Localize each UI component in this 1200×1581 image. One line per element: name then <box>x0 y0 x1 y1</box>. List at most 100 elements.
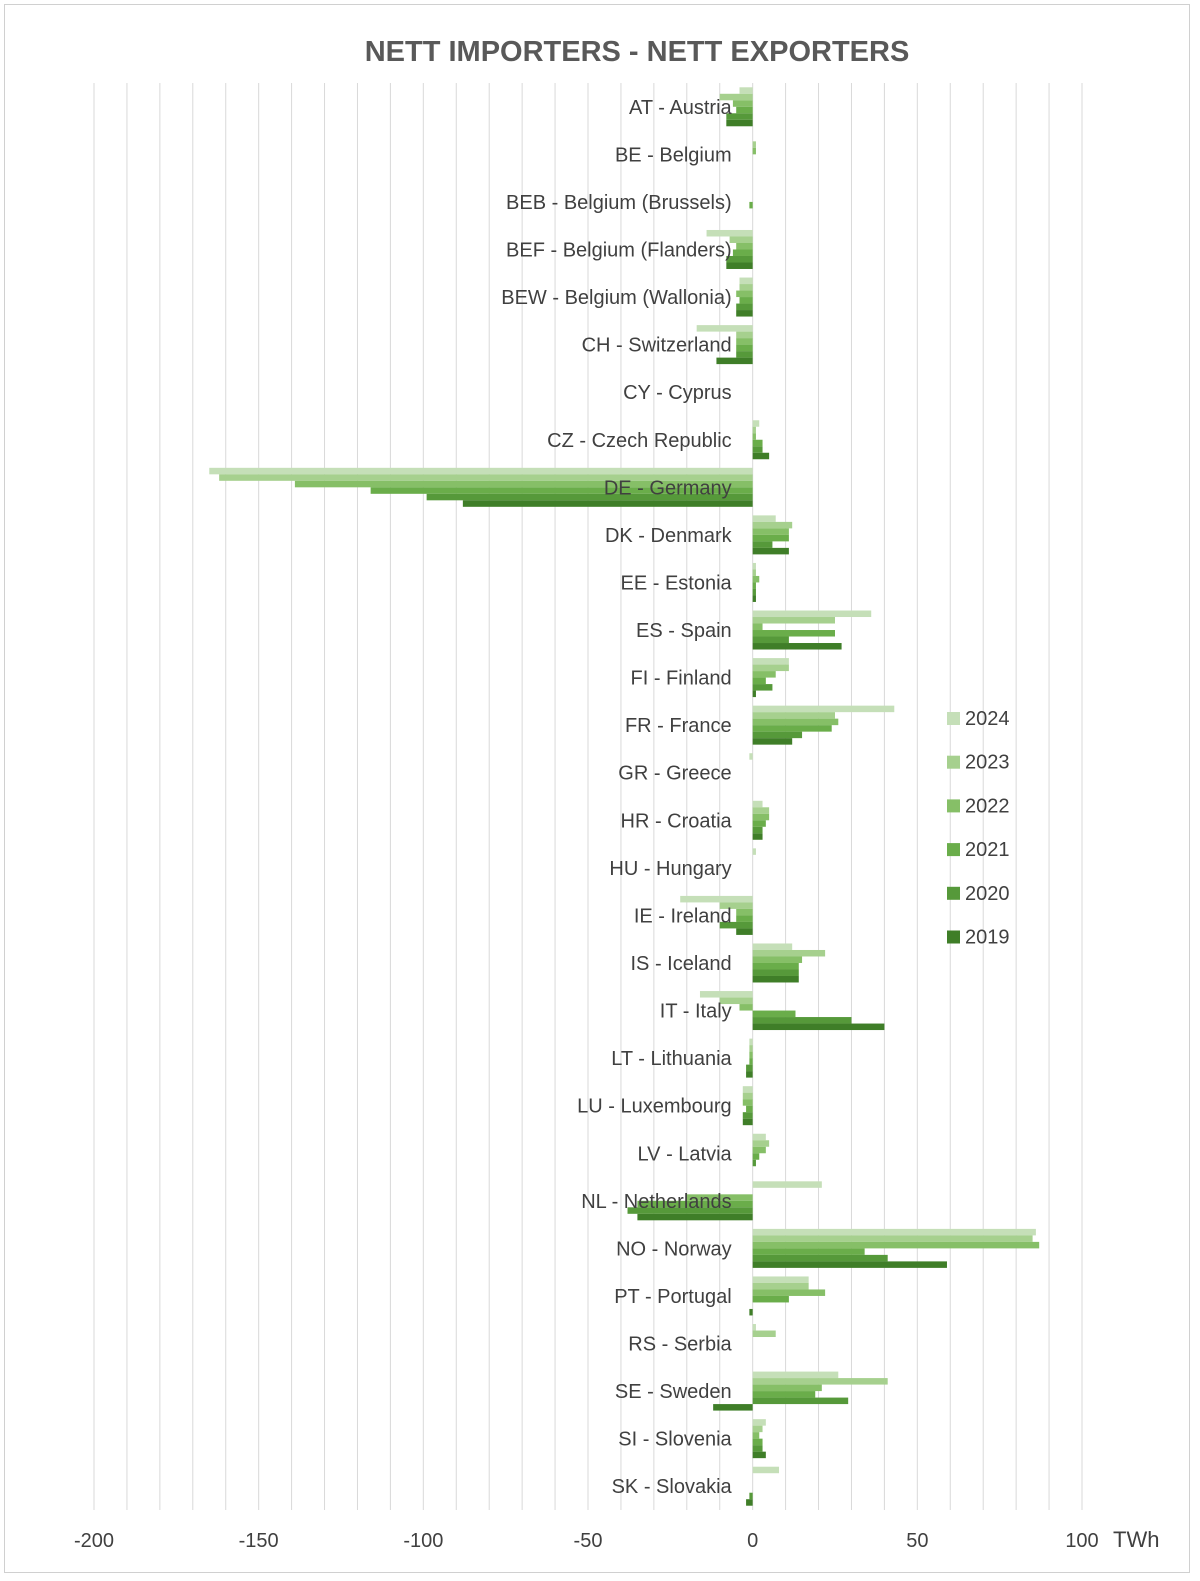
legend-swatch-2019 <box>947 930 960 944</box>
bar-2023 <box>752 664 789 672</box>
bar-2021 <box>370 487 753 494</box>
x-tick-label: 0 <box>747 1530 758 1552</box>
bar-2021 <box>749 1058 753 1065</box>
bar-2022 <box>752 671 776 678</box>
category-label: HR - Croatia <box>621 810 733 832</box>
bar-2024 <box>706 229 753 237</box>
bar-2020 <box>742 1112 753 1119</box>
bar-2024 <box>752 610 872 618</box>
bar-2020 <box>752 826 763 834</box>
category-label: NL - Netherlands <box>581 1191 731 1213</box>
bar-2024 <box>752 1133 766 1141</box>
bar-2021 <box>736 344 753 352</box>
legend-label-2021: 2021 <box>965 839 1010 861</box>
category-label: CY - Cyprus <box>623 382 732 404</box>
bar-2022 <box>752 1241 1040 1249</box>
bar-2023 <box>749 1045 753 1052</box>
legend-swatch-2024 <box>947 712 960 725</box>
bar-2020 <box>752 446 763 453</box>
category-label: HU - Hungary <box>609 858 731 880</box>
category-label: CZ - Czech Republic <box>547 430 732 452</box>
bar-2024 <box>752 705 895 713</box>
bar-2021 <box>746 1105 753 1113</box>
bar-2023 <box>742 1092 753 1100</box>
bar-2024 <box>680 895 753 903</box>
bar-2021 <box>752 1153 760 1160</box>
bar-2020 <box>426 493 753 501</box>
bar-2023 <box>219 474 753 481</box>
bar-2020 <box>752 731 803 739</box>
bar-2020 <box>752 1159 756 1167</box>
bar-2022 <box>686 1194 753 1201</box>
bar-2023 <box>719 997 753 1005</box>
bar-2019 <box>752 690 756 698</box>
bar-2021 <box>736 106 753 114</box>
bar-2019 <box>752 975 799 983</box>
bar-2024 <box>752 1228 1036 1236</box>
bar-2024 <box>739 277 753 285</box>
bar-2021 <box>736 915 753 922</box>
category-label: ES - Spain <box>636 620 732 642</box>
category-label: FI - Finland <box>631 668 732 690</box>
bar-2022 <box>732 100 753 107</box>
bar-2022 <box>736 290 753 298</box>
bar-2022 <box>736 908 753 916</box>
bar-2022 <box>739 1004 753 1011</box>
bar-2022 <box>752 147 756 155</box>
bar-2021 <box>752 1391 816 1398</box>
legend-swatch-2023 <box>947 755 960 769</box>
bar-2020 <box>752 588 756 596</box>
bar-2022 <box>294 480 753 488</box>
bar-2023 <box>752 141 756 148</box>
bar-2022 <box>736 338 753 345</box>
bar-2019 <box>752 738 793 745</box>
bar-2023 <box>752 949 826 957</box>
chart-frame: AT - Austria BE - Belgium BEB - Belgium (B… <box>4 4 1190 1573</box>
bar-2022 <box>749 1051 753 1059</box>
bar-2020 <box>752 684 773 691</box>
bar-2022 <box>752 1289 826 1296</box>
bar-2020 <box>726 113 753 120</box>
category-label: BEB - Belgium (Brussels) <box>506 192 732 214</box>
category-label: BEW - Belgium (Wallonia) <box>501 287 731 309</box>
bar-2020 <box>719 921 753 929</box>
bar-2019 <box>752 1023 885 1031</box>
x-tick-label: 100 <box>1065 1530 1098 1552</box>
bar-2021 <box>752 677 766 685</box>
bar-2022 <box>752 718 839 726</box>
category-label: SK - Slovakia <box>612 1476 733 1498</box>
bar-2023 <box>736 331 753 339</box>
category-labels: AT - Austria BE - Belgium BEB - Belgium (B… <box>501 97 732 1498</box>
chart: AT - Austria BE - Belgium BEB - Belgium (B… <box>74 36 1159 1552</box>
x-axis-ticks: -200 -150 -100 -50 0 50 100 <box>74 1530 1099 1552</box>
bar-2024 <box>752 943 793 950</box>
category-label: AT - Austria <box>629 97 733 119</box>
bar-2021 <box>749 201 753 209</box>
bars <box>209 87 1040 1506</box>
category-label: SE - Sweden <box>615 1381 732 1403</box>
bar-2023 <box>752 1330 776 1338</box>
bar-2024 <box>752 562 756 570</box>
bar-2020 <box>749 1492 753 1500</box>
bar-2021 <box>752 820 766 827</box>
legend-label-2020: 2020 <box>965 883 1010 905</box>
bar-2022 <box>752 623 763 631</box>
bar-2023 <box>752 1282 809 1290</box>
legend-label-2024: 2024 <box>965 708 1010 730</box>
legend: 2024 2023 2022 2021 2020 2019 <box>947 708 1010 949</box>
bar-2020 <box>752 1397 849 1405</box>
legend-label-2022: 2022 <box>965 795 1010 817</box>
bar-2023 <box>752 807 770 814</box>
bar-2020 <box>736 351 753 358</box>
bar-2020 <box>746 1064 753 1072</box>
legend-swatch-2022 <box>947 799 960 813</box>
bar-2019 <box>746 1499 753 1506</box>
bar-2023 <box>719 902 753 909</box>
bar-2024 <box>752 658 789 665</box>
category-label: EE - Estonia <box>620 572 732 594</box>
bar-2019 <box>713 1404 753 1411</box>
bar-2019 <box>736 928 753 935</box>
category-label: DE - Germany <box>604 477 732 499</box>
bar-2020 <box>752 541 773 548</box>
bar-2019 <box>752 833 763 840</box>
